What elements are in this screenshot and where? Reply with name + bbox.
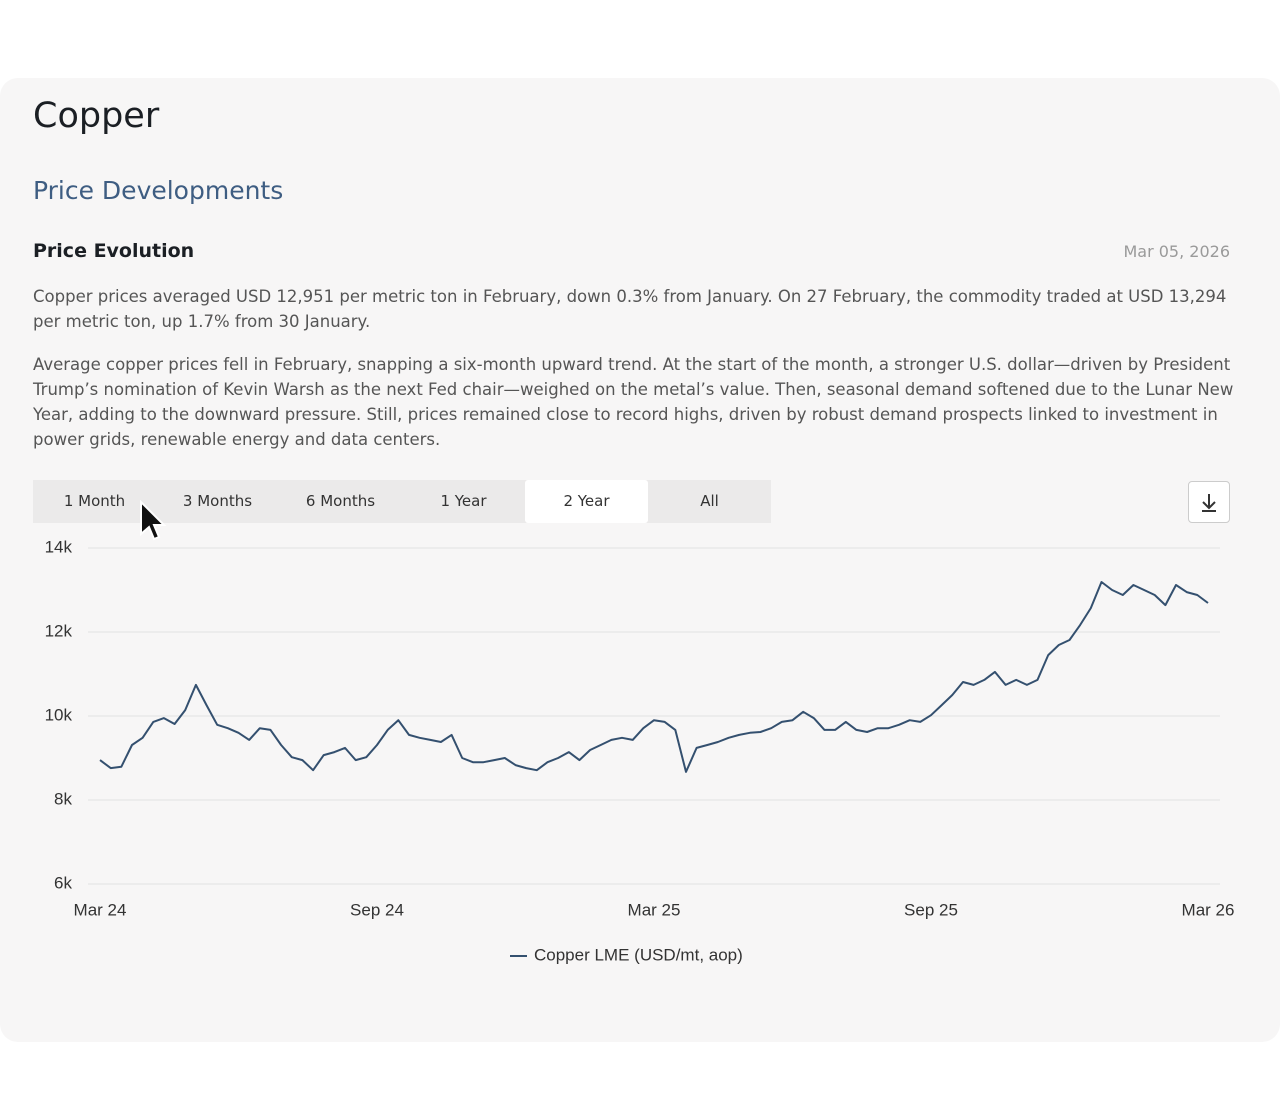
legend-label: Copper LME (USD/mt, aop): [534, 945, 743, 964]
y-tick-label: 12k: [45, 621, 73, 640]
paragraph: Average copper prices fell in February, …: [33, 355, 1234, 449]
x-tick-label: Mar 25: [628, 900, 681, 919]
x-tick-label: Mar 26: [1182, 900, 1235, 919]
section-title: Price Evolution: [33, 240, 195, 262]
price-line: [99, 581, 1209, 773]
range-tab[interactable]: 2 Year: [525, 480, 648, 523]
paragraph: Copper prices averaged USD 12,951 per me…: [33, 287, 1227, 331]
download-icon: [1202, 494, 1216, 512]
page-title: Copper: [33, 96, 160, 136]
range-tab[interactable]: 6 Months: [305, 492, 376, 510]
range-tab[interactable]: 1 Month: [63, 492, 126, 510]
date: Mar 05, 2026: [1123, 242, 1230, 261]
y-tick-label: 10k: [45, 705, 73, 724]
range-tab[interactable]: All: [700, 492, 719, 510]
chart: 6k 8k 10k 12k 14k Mar 24 Sep 24 Mar 25 Sep 25 Mar…: [45, 537, 1235, 964]
y-tick-label: 8k: [54, 789, 72, 808]
x-tick-label: Sep 24: [350, 900, 404, 919]
download-button[interactable]: [1188, 481, 1230, 523]
subtitle: Price Developments: [33, 176, 284, 205]
x-tick-label: Sep 25: [904, 900, 958, 919]
y-tick-label: 6k: [54, 873, 72, 892]
range-tab[interactable]: 1 Year: [440, 492, 487, 510]
card: Copper Price Developments Price Evolutio…: [0, 78, 1280, 1042]
range-tab[interactable]: 3 Months: [182, 492, 253, 510]
mouse-cursor: [140, 500, 167, 541]
y-tick-label: 14k: [45, 537, 73, 556]
x-tick-label: Mar 24: [74, 900, 127, 919]
